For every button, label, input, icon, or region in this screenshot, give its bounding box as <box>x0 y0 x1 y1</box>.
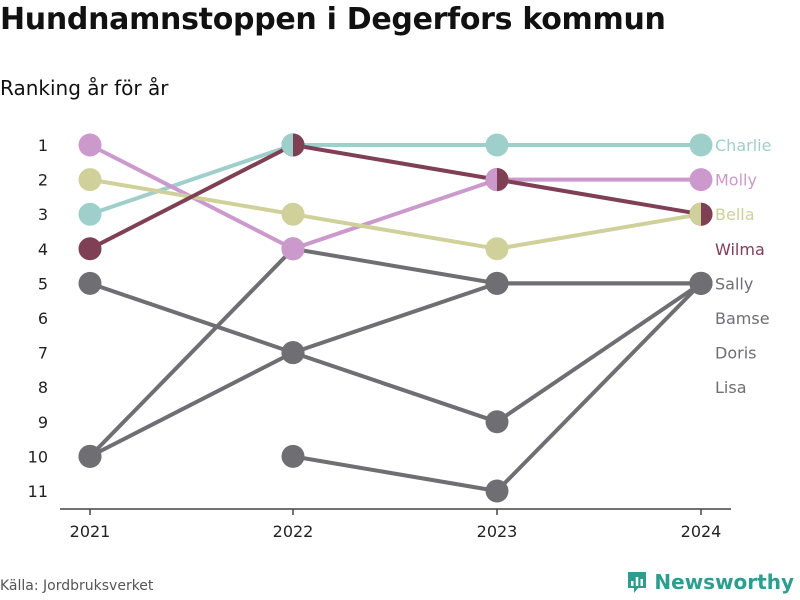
data-point-lisa <box>281 444 305 468</box>
data-point-half-wilma <box>293 133 305 157</box>
end-label-molly: Molly <box>715 171 757 190</box>
y-tick-label: 3 <box>38 205 48 224</box>
series-line-wilma <box>291 143 499 182</box>
end-label-bella: Bella <box>715 205 755 224</box>
data-point-wilma <box>78 237 102 261</box>
y-tick-label: 7 <box>38 344 48 363</box>
x-tick-label: 2021 <box>70 522 111 541</box>
data-point-bella <box>485 237 509 261</box>
series-line-bella <box>291 212 499 251</box>
y-tick-label: 1 <box>38 136 48 155</box>
bar-chart-icon <box>628 572 647 593</box>
x-tick-label: 2023 <box>477 522 518 541</box>
source-note: Källa: Jordbruksverket <box>0 578 154 594</box>
series-line-sally <box>495 281 703 424</box>
data-point-doris <box>281 341 305 365</box>
brand-name: Newsworthy <box>654 570 794 594</box>
data-point-doris <box>485 271 509 295</box>
y-tick-label: 2 <box>38 171 48 190</box>
x-tick-label: 2024 <box>681 522 722 541</box>
y-tick-label: 4 <box>38 240 48 259</box>
series-line-charlie <box>88 143 295 217</box>
data-point-charlie <box>78 202 102 226</box>
brand-logo: Newsworthy <box>626 570 794 594</box>
y-tick-label: 6 <box>38 309 48 328</box>
y-tick-label: 5 <box>38 274 48 293</box>
series-line-sally <box>291 350 499 424</box>
data-point-charlie <box>485 133 509 157</box>
data-point-sally <box>78 271 102 295</box>
series-line-wilma <box>88 143 295 251</box>
y-tick-label: 10 <box>28 447 48 466</box>
end-label-doris: Doris <box>715 344 756 363</box>
data-point-lisa <box>689 271 713 295</box>
data-point-molly <box>689 168 713 192</box>
data-point-lisa <box>485 479 509 503</box>
series-line-bamse <box>88 246 295 459</box>
end-label-bamse: Bamse <box>715 309 770 328</box>
y-tick-label: 11 <box>28 482 48 501</box>
end-label-charlie: Charlie <box>715 136 771 155</box>
end-label-lisa: Lisa <box>715 378 747 397</box>
x-tick-label: 2022 <box>273 522 314 541</box>
end-label-sally: Sally <box>715 274 753 293</box>
series-line-lisa <box>495 281 703 493</box>
data-point-doris <box>78 444 102 468</box>
series-line-doris <box>291 281 499 355</box>
data-point-sally <box>485 410 509 434</box>
data-point-molly <box>281 237 305 261</box>
data-point-half-wilma <box>497 168 509 192</box>
series-line-lisa <box>291 454 499 493</box>
data-point-half-wilma <box>701 202 713 226</box>
data-point-bella <box>281 202 305 226</box>
end-label-wilma: Wilma <box>715 240 765 259</box>
y-tick-label: 8 <box>38 378 48 397</box>
data-point-bella <box>78 168 102 192</box>
series-line-bamse <box>291 246 499 286</box>
chart-subtitle: Ranking år för år <box>0 76 169 100</box>
series-line-sally <box>88 281 295 355</box>
data-point-charlie <box>689 133 713 157</box>
series-line-wilma <box>495 177 703 217</box>
series-line-bella <box>495 212 703 251</box>
series-line-molly <box>291 177 499 251</box>
y-tick-label: 9 <box>38 413 48 432</box>
series-line-doris <box>88 350 295 459</box>
chart-title: Hundnamnstoppen i Degerfors kommun <box>0 2 666 37</box>
data-point-molly <box>78 133 102 157</box>
